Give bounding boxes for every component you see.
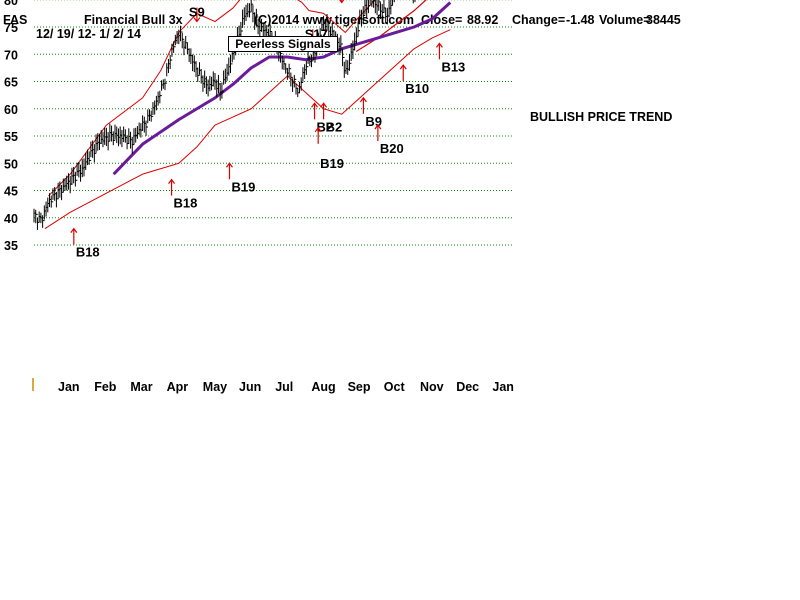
x-tick-label: Apr	[167, 380, 189, 394]
buy-signal-label: B19	[231, 179, 255, 194]
buy-signal-label: B19	[320, 156, 344, 171]
ticker-symbol: FAS	[3, 13, 28, 27]
x-tick-label: Mar	[130, 380, 152, 394]
volume-value: 38445	[646, 13, 681, 27]
buy-signal-arrowhead	[374, 124, 382, 130]
y-tick-label: 60	[4, 103, 18, 117]
y-tick-label: 75	[4, 21, 18, 35]
buy-signal-label: B2	[326, 119, 343, 134]
buy-signal-arrowhead	[399, 64, 407, 70]
trend-label: BULLISH PRICE TREND	[530, 110, 673, 124]
buy-signal-arrowhead	[168, 178, 176, 184]
sell-signal-arrowhead	[193, 17, 201, 23]
x-tick-label: Jun	[239, 380, 261, 394]
date-range: 12/ 19/ 12- 1/ 2/ 14	[36, 27, 141, 41]
buy-signal-arrowhead	[435, 42, 443, 48]
y-tick-label: 45	[4, 185, 18, 199]
volume-label: Volume=	[599, 13, 651, 27]
buy-signal-label: B18	[174, 196, 198, 211]
buy-signal-arrowhead	[314, 126, 322, 133]
buy-signal-label: B18	[76, 245, 100, 260]
x-tick-label: Feb	[94, 380, 117, 394]
x-tick-label: Jul	[275, 380, 293, 394]
buy-signal-label: B10	[405, 81, 429, 96]
buy-signal-arrowhead	[70, 227, 78, 234]
x-tick-label: Dec	[456, 380, 479, 394]
buy-signal-arrowhead	[320, 102, 328, 108]
x-tick-label: Aug	[311, 380, 335, 394]
x-tick-label: Sep	[348, 380, 371, 394]
x-tick-label: Jan	[492, 380, 514, 394]
change-label: Change=	[512, 13, 566, 27]
buy-signal-arrowhead	[359, 96, 367, 103]
moving-average-line	[112, 1, 452, 176]
sell-signal-label: S9	[189, 5, 205, 20]
y-tick-label: 50	[4, 157, 18, 171]
x-tick-label: Oct	[384, 380, 406, 394]
close-label: Close=	[421, 13, 463, 27]
close-value: 88.92	[467, 13, 499, 27]
y-tick-label: 80	[4, 0, 18, 8]
peerless-signals-box: Peerless Signals	[228, 36, 338, 52]
buy-signal-label: B20	[380, 141, 404, 156]
x-tick-label: May	[203, 380, 227, 394]
y-tick-label: 70	[4, 48, 18, 62]
y-tick-label: 35	[4, 239, 18, 253]
upper-band-line	[48, 0, 376, 197]
change-value: -1.48	[566, 13, 595, 27]
buy-signal-arrowhead	[225, 162, 233, 168]
middle-band-line	[355, 0, 427, 53]
buy-signal-arrowhead	[311, 102, 319, 108]
y-tick-label: 55	[4, 130, 18, 144]
x-tick-label: Jan	[58, 380, 80, 394]
y-tick-label: 65	[4, 76, 18, 90]
sell-signal-arrowhead	[339, 0, 345, 4]
x-tick-label: Nov	[420, 380, 444, 394]
y-tick-label: 40	[4, 212, 18, 226]
instrument-name: Financial Bull 3x	[84, 13, 183, 27]
lower-band-line	[44, 29, 451, 230]
buy-signal-label: B13	[441, 59, 465, 74]
copyright-text: (C)2014 www.tigersoft.com	[254, 13, 414, 27]
